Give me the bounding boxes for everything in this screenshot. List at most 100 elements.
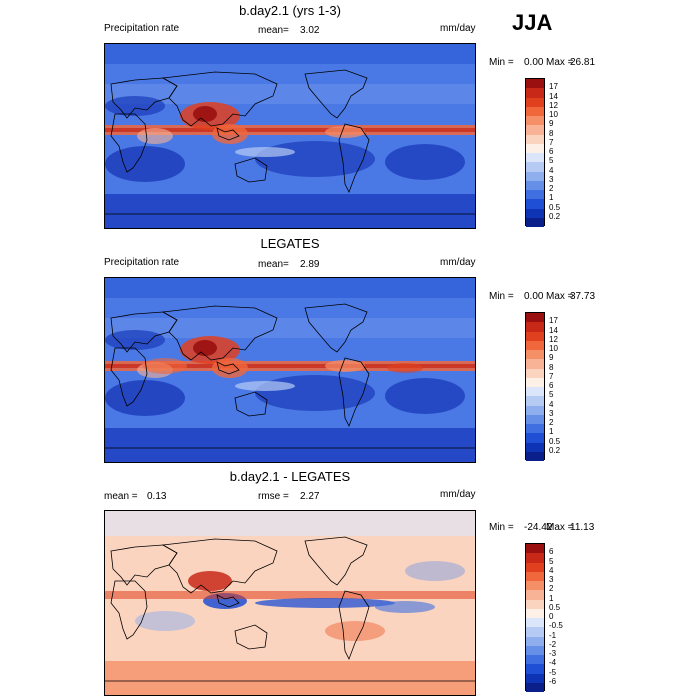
coastline — [338, 123, 370, 193]
maritime-rain — [212, 358, 248, 378]
high-lat-band — [105, 278, 475, 298]
colorbar-swatch — [526, 414, 544, 424]
colorbar-swatch — [526, 134, 544, 144]
colorbar-tick-label: 8 — [549, 362, 554, 372]
coastline — [216, 594, 240, 608]
colorbar-tick-label: 12 — [549, 334, 558, 344]
maritime-rain — [212, 124, 248, 144]
colorbar-swatch — [526, 217, 544, 227]
colorbar-swatch — [526, 180, 544, 190]
colorbar-obs: 17 14 12 10 9 8 7 6 5 4 3 2 1 0.5 0.2 — [525, 312, 560, 461]
min-label: Min = — [489, 291, 514, 302]
rmse-label: rmse = — [258, 491, 289, 502]
colorbar-tick-label: 0.5 — [549, 602, 561, 612]
mean-label: mean = — [104, 491, 138, 502]
high-lat-band — [105, 44, 475, 64]
colorbar-swatch — [526, 322, 544, 332]
min-value: 0.00 — [524, 57, 544, 68]
max-label: Max = — [546, 522, 574, 533]
colorbar-tick-label: -3 — [549, 649, 557, 658]
coastline — [234, 624, 268, 650]
colorbar-swatch — [526, 590, 544, 600]
map-model — [104, 43, 476, 229]
colorbar-swatch — [526, 627, 544, 637]
colorbar-tick-label: 5 — [549, 556, 554, 566]
colorbar-tick-label: 8 — [549, 128, 554, 138]
panel-title: b.day2.1 (yrs 1-3) — [239, 3, 341, 18]
colorbar-tick-label: 4 — [549, 165, 554, 175]
colorbar-tick-label: 1 — [549, 427, 554, 437]
colorbar-swatch — [526, 451, 544, 461]
colorbar-tick-label: 3 — [549, 174, 554, 184]
map-obs — [104, 277, 476, 463]
variable-label: Precipitation rate — [104, 257, 180, 268]
east-pacific-rain — [325, 126, 365, 138]
spcz — [235, 147, 295, 157]
dry-subtropics — [385, 144, 465, 180]
coastline — [110, 347, 148, 407]
east-pacific-rain — [325, 360, 365, 372]
colorbar-swatch — [526, 208, 544, 218]
colorbar-swatch — [526, 97, 544, 107]
min-value: 0.00 — [524, 291, 544, 302]
colorbar-tick-label: -5 — [549, 667, 557, 677]
precip-map-diff — [105, 511, 475, 695]
colorbar-swatch — [526, 162, 544, 172]
storm-track-band — [105, 84, 475, 104]
colorbar-tick-label: 6 — [549, 147, 554, 156]
monsoon-core — [193, 340, 217, 356]
southern-positive-band — [105, 661, 475, 695]
colorbar-swatch — [526, 199, 544, 209]
colorbar-tick-label: -0.5 — [549, 621, 563, 631]
units-label: mm/day — [440, 489, 476, 500]
colorbar-tick-label: 10 — [549, 110, 558, 119]
precip-map-obs — [105, 278, 475, 462]
extra-rain — [143, 358, 187, 374]
colorbar-swatch — [526, 682, 544, 692]
colorbar-swatch — [526, 599, 544, 609]
units-label: mm/day — [440, 23, 476, 34]
coastline — [304, 303, 368, 353]
max-label: Max = — [546, 57, 574, 68]
map-diff — [104, 510, 476, 696]
coastline — [216, 127, 240, 141]
colorbar-tick-label: -1 — [549, 630, 557, 640]
colorbar-tick-label: 5 — [549, 156, 554, 166]
coastline — [216, 361, 240, 375]
colorbar-tick-label: 14 — [549, 91, 558, 101]
colorbar-tick-label: 17 — [549, 316, 558, 326]
southern-band — [105, 194, 475, 228]
negative-anomaly — [405, 561, 465, 581]
colorbar-tick-label: 0.2 — [549, 445, 561, 455]
colorbar-diff: 6 5 4 3 2 1 0.5 0 -0.5 -1 -2 -3 -4 -5 -6 — [525, 543, 563, 692]
positive-anomaly — [188, 571, 232, 591]
min-label: Min = — [489, 522, 514, 533]
colorbar-tick-label: 6 — [549, 547, 554, 557]
colorbar-tick-label: 6 — [549, 381, 554, 390]
colorbar-tick-label: 7 — [549, 371, 554, 381]
positive-anomaly — [325, 621, 385, 641]
colorbar-tick-label: 9 — [549, 119, 554, 129]
max-value: 11.13 — [570, 522, 595, 533]
storm-track-band — [105, 318, 475, 338]
colorbar-tick-label: 1 — [549, 593, 554, 603]
dry-subtropics — [105, 330, 165, 350]
itcz-core — [105, 128, 475, 132]
colorbar-tick-label: 10 — [549, 344, 558, 353]
spcz — [235, 381, 295, 391]
colorbar-tick-label: 1 — [549, 193, 554, 203]
africa-rain — [137, 128, 173, 144]
mean-value: 0.13 — [147, 491, 167, 502]
colorbar-bar — [525, 312, 545, 461]
colorbar-tick-label: -2 — [549, 639, 557, 649]
mean-label: mean= — [258, 25, 289, 36]
coastline — [161, 71, 278, 127]
colorbar-swatch — [526, 143, 544, 153]
dry-subtropics — [105, 380, 185, 416]
coastline — [234, 157, 268, 183]
dry-subtropics — [105, 96, 165, 116]
colorbar-tick-label: 2 — [549, 418, 554, 427]
colorbar-model: 17 14 12 10 9 8 7 6 5 4 3 2 1 0.5 0.2 — [525, 78, 560, 227]
colorbar-swatch — [526, 387, 544, 397]
colorbar-swatch — [526, 608, 544, 618]
